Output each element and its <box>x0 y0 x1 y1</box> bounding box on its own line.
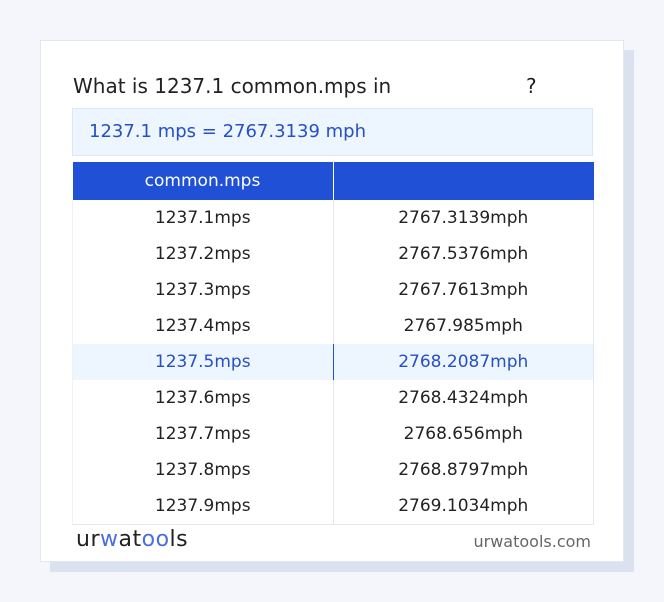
title-text: What is 1237.1 common.mps in <box>73 74 392 98</box>
column-header: common.mps <box>72 162 334 200</box>
table-row: 1237.3mps 2767.7613mph <box>72 272 594 308</box>
mps-cell: 1237.6mps <box>72 380 334 416</box>
site-link[interactable]: urwatools.com <box>473 532 592 551</box>
table-row: 1237.9mps 2769.1034mph <box>72 488 594 525</box>
mph-cell: 2768.4324mph <box>333 380 594 416</box>
conversion-table: common.mps 1237.1mps 2767.3139mph 1237.2mp… <box>72 162 594 525</box>
table-row: 1237.6mps 2768.4324mph <box>72 380 594 416</box>
mps-cell: 1237.3mps <box>72 272 334 308</box>
table-row: 1237.5mps 2768.2087mph <box>72 344 594 380</box>
mps-cell: 1237.7mps <box>72 416 334 452</box>
mph-cell: 2767.5376mph <box>333 236 594 272</box>
table-row: 1237.8mps 2768.8797mph <box>72 452 594 488</box>
mph-cell: 2769.1034mph <box>333 488 594 525</box>
table-header: common.mps <box>72 162 594 200</box>
title-suffix: ? <box>526 74 537 98</box>
mph-cell: 2767.7613mph <box>333 272 594 308</box>
mph-cell: 2768.8797mph <box>333 452 594 488</box>
mph-cell: 2767.985mph <box>333 308 594 344</box>
table-row: 1237.1mps 2767.3139mph <box>72 200 594 236</box>
converter-card: What is 1237.1 common.mps in? 1237.1 mps… <box>40 40 624 562</box>
mps-cell: 1237.1mps <box>72 200 334 236</box>
page-title: What is 1237.1 common.mps in? <box>73 74 537 98</box>
mph-cell: 2768.656mph <box>333 416 594 452</box>
mps-cell: 1237.4mps <box>72 308 334 344</box>
table-row: 1237.7mps 2768.656mph <box>72 416 594 452</box>
mps-cell: 1237.2mps <box>72 236 334 272</box>
table-row: 1237.4mps 2767.985mph <box>72 308 594 344</box>
column-header <box>333 162 594 200</box>
mps-cell: 1237.5mps <box>72 344 334 380</box>
mps-cell: 1237.8mps <box>72 452 334 488</box>
table-row: 1237.2mps 2767.5376mph <box>72 236 594 272</box>
mps-cell: 1237.9mps <box>72 488 334 525</box>
urwatools-logo: urwatools <box>76 527 189 552</box>
mph-cell: 2767.3139mph <box>333 200 594 236</box>
mph-cell: 2768.2087mph <box>333 344 594 380</box>
conversion-result: 1237.1 mps = 2767.3139 mph <box>72 108 593 156</box>
